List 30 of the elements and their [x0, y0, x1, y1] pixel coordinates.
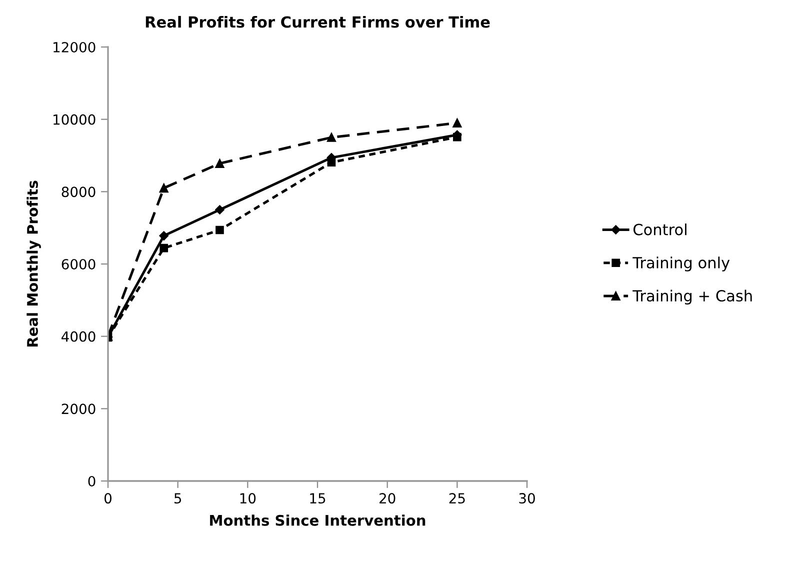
point: [216, 226, 224, 234]
point: [215, 158, 224, 168]
y-tick-label: 6000: [62, 258, 96, 270]
point: [159, 184, 168, 193]
point: [452, 118, 462, 128]
x-tick-label: 10: [240, 493, 256, 504]
point: [326, 132, 336, 142]
legend-label: Training + Cash: [632, 290, 752, 305]
y-axis-title: Real Monthly Profits: [26, 180, 41, 347]
x-tick-label: 0: [104, 493, 112, 504]
x-tick-label: 5: [174, 493, 182, 504]
y-tick-label: 4000: [62, 331, 96, 342]
x-tick-label: 30: [519, 493, 535, 504]
point: [215, 205, 224, 214]
legend-label: Training only: [632, 256, 730, 272]
point: [160, 244, 168, 252]
y-tick-label: 12000: [54, 42, 96, 52]
x-tick-label: 15: [310, 493, 326, 504]
x-tick-label: 25: [449, 493, 465, 504]
chart-title: Real Profits for Current Firms over Time: [146, 16, 490, 28]
y-tick-label: 0: [88, 476, 96, 486]
point: [453, 132, 462, 142]
x-axis-title: Months Since Intervention: [210, 514, 426, 526]
y-tick-label: 2000: [62, 404, 96, 414]
point: [327, 158, 336, 167]
y-tick-label: 10000: [54, 114, 96, 125]
y-tick-label: 8000: [62, 186, 96, 198]
legend-label: Control: [633, 223, 686, 236]
point: [159, 231, 168, 240]
x-tick-label: 20: [380, 493, 396, 504]
